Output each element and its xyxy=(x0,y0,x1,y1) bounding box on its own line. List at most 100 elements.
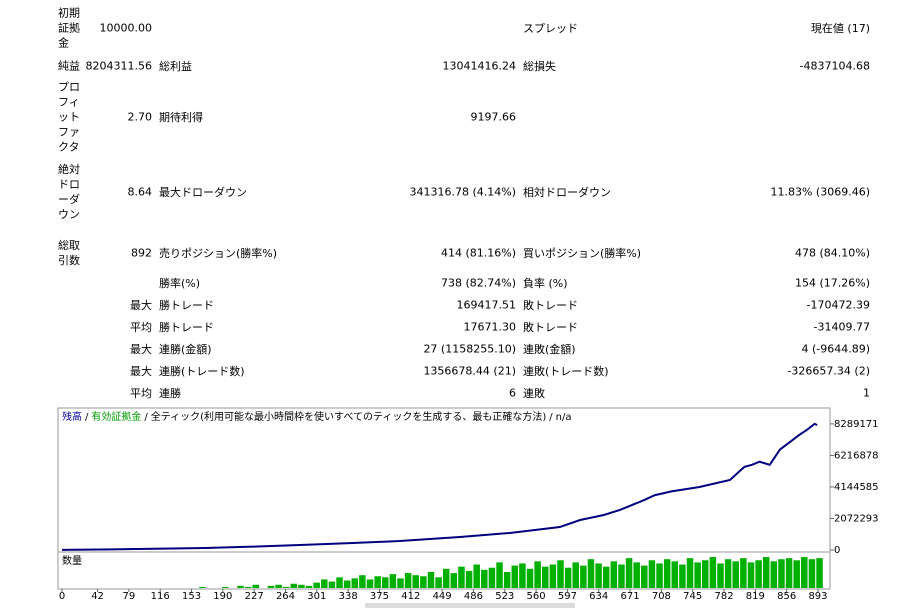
field-value: 最大 xyxy=(130,365,152,378)
field-value: -4837104.68 xyxy=(799,59,870,73)
volume-bar xyxy=(267,585,275,588)
x-tick-label: 634 xyxy=(589,591,608,602)
field-value: 平均 xyxy=(130,387,152,400)
volume-bar xyxy=(564,567,572,588)
volume-bar xyxy=(679,564,686,588)
x-tick-label: 560 xyxy=(527,591,546,602)
field-value: 8204311.56 xyxy=(85,59,152,73)
volume-bar xyxy=(252,584,259,588)
field-value: 9197.66 xyxy=(470,110,517,124)
volume-bar xyxy=(602,566,610,588)
volume-bar xyxy=(275,584,282,588)
field-label: 勝トレード xyxy=(159,299,214,312)
field-label: 負率 (%) xyxy=(523,277,568,290)
volume-bar xyxy=(496,562,503,588)
field-label: 連敗 xyxy=(523,387,545,400)
x-tick-label: 338 xyxy=(339,591,358,602)
field-value: 1356678.44 (21) xyxy=(423,364,516,378)
volume-bar xyxy=(427,572,435,588)
volume-bar xyxy=(222,586,229,588)
volume-bar xyxy=(237,585,244,588)
legend-entry: 全ティック(利用可能な最小時間枠を使いすべてのティックを生成する、最も正確な方法… xyxy=(151,410,547,423)
volume-bar xyxy=(648,560,656,588)
volume-bar xyxy=(625,558,633,588)
x-tick-label: 449 xyxy=(433,591,452,602)
field-label: 勝トレード xyxy=(159,321,214,334)
volume-bar xyxy=(686,558,694,588)
x-tick-label: 116 xyxy=(151,591,170,602)
field-value: 平均 xyxy=(130,321,152,334)
volume-bar xyxy=(404,573,412,588)
volume-bar xyxy=(709,557,717,588)
volume-bar xyxy=(374,576,381,588)
x-tick-label: 375 xyxy=(370,591,389,602)
field-value: 154 (17.26%) xyxy=(794,276,870,290)
volume-label: 数量 xyxy=(62,554,82,567)
volume-bar xyxy=(770,561,778,588)
field-value: 4 (-9644.89) xyxy=(801,342,870,356)
field-label: 敗トレード xyxy=(523,321,578,334)
x-tick-label: 856 xyxy=(777,591,796,602)
volume-bar xyxy=(290,583,298,588)
volume-bar xyxy=(298,584,305,588)
field-value: 現在値 (17) xyxy=(810,22,870,35)
scrollbar[interactable] xyxy=(365,603,575,608)
field-label: 勝率(%) xyxy=(159,277,201,290)
field-label: 相対ドローダウン xyxy=(523,186,611,199)
field-value: 6 xyxy=(509,386,516,400)
volume-bar xyxy=(503,572,511,588)
field-value: -170472.39 xyxy=(806,298,870,312)
volume-bar xyxy=(732,561,739,588)
field-label: 初期証拠金 xyxy=(58,6,80,50)
volume-bar xyxy=(633,562,640,588)
x-tick-label: 412 xyxy=(401,591,420,602)
field-value: 13041416.24 xyxy=(442,59,516,73)
x-tick-label: 0 xyxy=(59,591,65,602)
volume-bar xyxy=(641,565,648,588)
field-value: 17671.30 xyxy=(463,320,517,334)
field-value: 8.64 xyxy=(127,185,153,199)
field-value: 169417.51 xyxy=(456,298,517,312)
volume-bar xyxy=(740,558,747,588)
field-value: 738 (82.74%) xyxy=(440,276,516,290)
volume-bar xyxy=(511,565,519,588)
volume-bar xyxy=(199,586,206,588)
field-value: 最大 xyxy=(130,299,152,312)
volume-bar xyxy=(359,575,366,588)
x-tick-label: 79 xyxy=(123,591,136,602)
volume-bar xyxy=(572,562,579,588)
field-value: 341316.78 (4.14%) xyxy=(409,185,516,199)
x-tick-label: 153 xyxy=(182,591,201,602)
volume-bar xyxy=(618,564,625,588)
field-value: 892 xyxy=(131,246,152,260)
field-value: 1 xyxy=(863,386,870,400)
volume-bar xyxy=(778,559,785,588)
volume-bar xyxy=(549,564,557,588)
volume-bar xyxy=(587,559,595,588)
y-tick-label: 4144585 xyxy=(834,482,879,493)
volume-bar xyxy=(420,576,427,588)
field-label: スプレッド xyxy=(523,22,578,35)
field-value: 10000.00 xyxy=(99,21,153,35)
x-tick-label: 893 xyxy=(808,591,827,602)
volume-bar xyxy=(816,558,823,588)
field-label: 絶対ドローダウン xyxy=(58,163,80,221)
volume-bar xyxy=(389,574,397,588)
volume-bar xyxy=(244,586,252,588)
volume-bar xyxy=(397,578,404,588)
x-tick-label: 745 xyxy=(683,591,702,602)
field-value: -326657.34 (2) xyxy=(787,364,870,378)
volume-bar xyxy=(724,559,732,588)
x-tick-label: 708 xyxy=(652,591,671,602)
field-value: 27 (1158255.10) xyxy=(423,342,516,356)
volume-bar xyxy=(351,578,359,588)
volume-bar xyxy=(343,580,351,588)
volume-bar xyxy=(717,563,724,588)
volume-bar xyxy=(580,565,587,588)
field-value: 11.83% (3069.46) xyxy=(770,185,870,199)
legend-separator: / xyxy=(549,412,553,423)
y-tick-label: 0 xyxy=(834,545,840,556)
volume-bar xyxy=(595,563,602,588)
